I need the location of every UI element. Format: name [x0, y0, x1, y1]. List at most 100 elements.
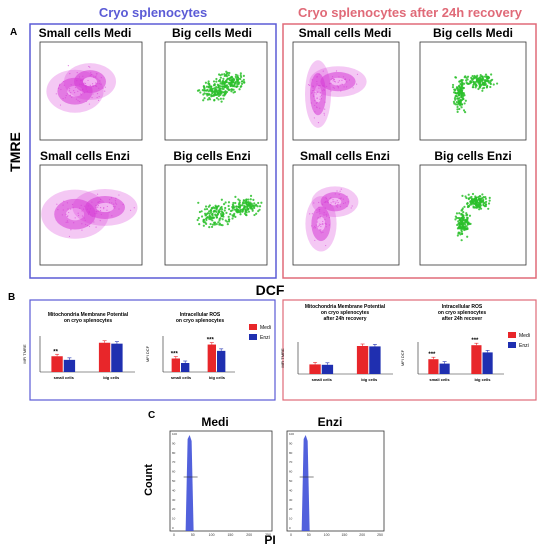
event-dot: [252, 204, 256, 207]
event-dot: [337, 201, 339, 204]
event-dot: [79, 83, 81, 85]
event-dot: [219, 74, 222, 77]
category-tick-label: small cells: [171, 375, 192, 380]
event-dot: [213, 94, 216, 97]
event-dot: [97, 206, 99, 208]
event-dot: [74, 217, 76, 219]
event-dot: [214, 91, 217, 94]
event-dot: [460, 232, 464, 235]
plot-title-big-medi-left: Big cells Medi: [172, 26, 252, 40]
event-dot: [91, 83, 94, 85]
legend-medi-swatch: [249, 324, 257, 330]
event-dot: [197, 216, 200, 220]
event-dot: [230, 84, 233, 87]
event-dot: [324, 222, 326, 224]
event-dot: [460, 103, 464, 106]
event-dot: [222, 77, 225, 80]
event-dot: [77, 100, 79, 102]
panel-b-left-frame: [29, 299, 276, 401]
event-dot: [80, 204, 82, 206]
event-dot: [71, 203, 74, 206]
event-dot: [209, 211, 213, 214]
event-dot: [223, 209, 226, 212]
event-dot: [328, 224, 330, 226]
event-dot: [56, 203, 58, 205]
event-dot: [485, 76, 488, 79]
tmre-axis-label: TMRE: [7, 132, 23, 172]
event-dot: [84, 86, 86, 88]
event-dot: [68, 235, 71, 238]
event-dot: [356, 73, 359, 75]
event-dot: [82, 78, 84, 80]
event-dot: [98, 83, 100, 85]
event-dot: [456, 105, 459, 109]
event-dot: [337, 87, 339, 89]
event-dot: [232, 201, 235, 205]
event-dot: [220, 208, 224, 211]
event-dot: [314, 239, 316, 242]
event-dot: [332, 199, 334, 201]
event-dot: [215, 80, 218, 83]
event-dot: [211, 87, 214, 91]
event-dot: [86, 208, 88, 210]
event-dot: [75, 98, 78, 100]
event-dot: [458, 80, 461, 83]
event-dot: [482, 82, 485, 85]
event-dot: [81, 210, 83, 212]
event-dot: [109, 199, 111, 201]
event-dot: [460, 230, 463, 233]
event-dot: [316, 91, 318, 93]
event-dot: [129, 209, 132, 211]
event-dot: [458, 212, 461, 215]
event-dot: [316, 76, 318, 78]
event-dot: [82, 208, 85, 210]
bar-enzi: [439, 363, 450, 374]
bar-medi: [471, 345, 482, 374]
event-dot: [458, 97, 461, 100]
event-dot: [215, 210, 218, 213]
event-dot: [316, 221, 318, 223]
event-dot: [219, 212, 223, 216]
event-dot: [100, 76, 102, 79]
event-dot: [313, 202, 315, 204]
event-dot: [205, 218, 208, 222]
event-dot: [98, 95, 100, 98]
event-dot: [458, 224, 461, 228]
event-dot: [470, 195, 473, 199]
event-dot: [320, 225, 322, 228]
event-dot: [241, 210, 244, 213]
event-dot: [318, 210, 321, 212]
event-dot: [482, 199, 485, 203]
event-dot: [198, 210, 202, 214]
event-dot: [83, 205, 86, 207]
event-dot: [114, 205, 116, 208]
event-dot: [88, 210, 90, 213]
event-dot: [313, 95, 315, 98]
event-dot: [459, 226, 463, 230]
event-dot: [118, 208, 120, 210]
event-dot: [221, 85, 224, 88]
event-dot: [339, 84, 341, 86]
event-dot: [108, 202, 111, 204]
event-dot: [209, 209, 213, 212]
event-dot: [322, 220, 324, 223]
event-dot: [221, 87, 224, 90]
event-dot: [473, 74, 476, 78]
bar-chart-title-line: Intracellular ROS: [442, 304, 483, 310]
event-dot: [467, 197, 470, 200]
event-dot: [97, 210, 99, 212]
event-dot: [87, 205, 89, 207]
scatter-small-enzi-right: [292, 164, 400, 266]
event-dot: [100, 83, 102, 85]
event-dot: [217, 79, 221, 83]
event-dot: [475, 199, 478, 202]
event-dot: [323, 112, 325, 114]
event-dot: [227, 220, 231, 223]
event-dot: [325, 223, 327, 225]
event-dot: [459, 101, 462, 104]
event-dot: [82, 83, 84, 85]
event-dot: [487, 207, 490, 210]
event-dot: [252, 198, 255, 201]
pi-axis-label: PI: [264, 533, 275, 547]
